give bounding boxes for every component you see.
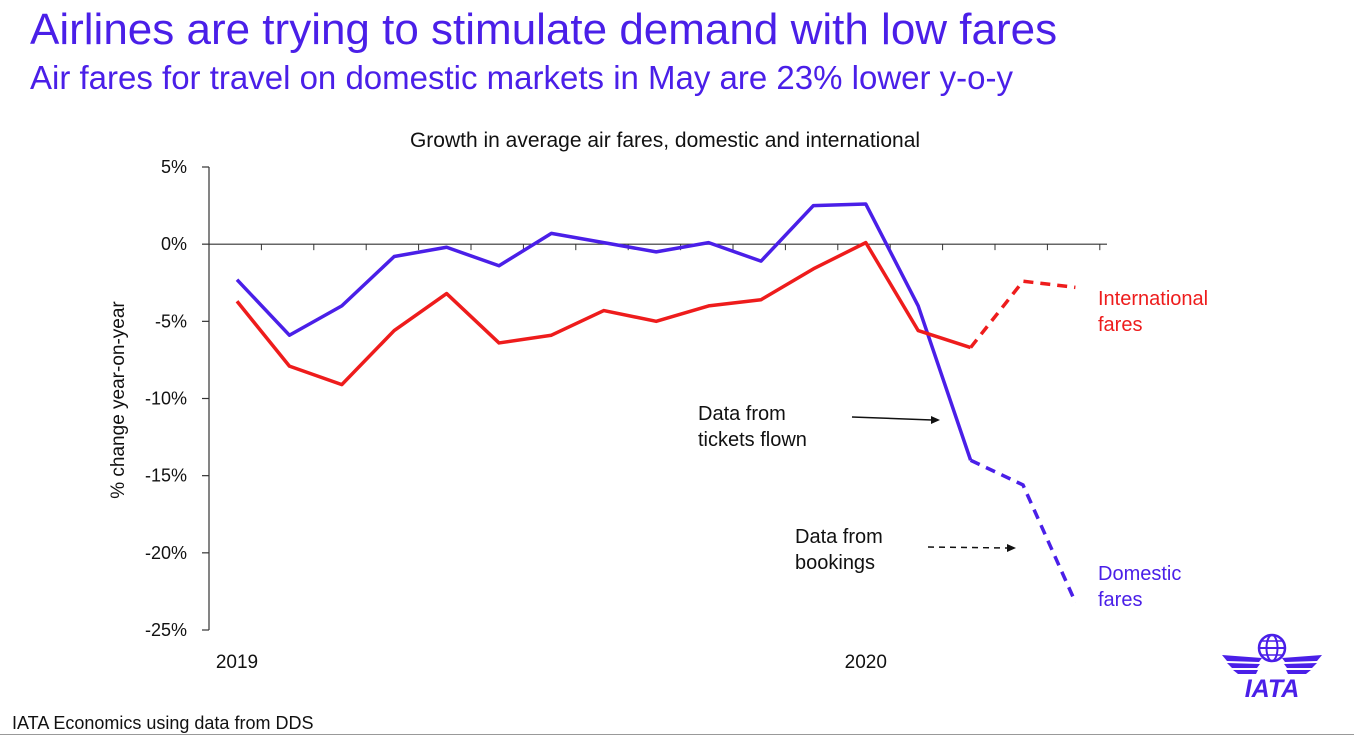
y-tick-label: -20% (145, 543, 187, 563)
bottom-divider (0, 734, 1354, 735)
y-axis-label: % change year-on-year (108, 301, 129, 499)
series-label: International fares (1098, 288, 1208, 336)
y-tick-label: 5% (161, 157, 187, 177)
iata-logo-text: IATA (1245, 675, 1300, 703)
x-tick-label: 2020 (845, 652, 887, 673)
annotation-arrow (851, 416, 933, 421)
slide-subtitle: Air fares for travel on domestic markets… (30, 59, 1013, 96)
wings-icon (1222, 655, 1322, 674)
annotation-arrowhead (931, 416, 940, 424)
x-tick-label: 2019 (216, 652, 258, 673)
series-label: Domestic fares (1098, 563, 1181, 611)
y-tick-label: 0% (161, 234, 187, 254)
labels-layer: Domestic fares International fares Data from… (698, 288, 1208, 611)
series-layer (235, 202, 1077, 603)
series-line-international-bookings (969, 279, 1076, 349)
y-tick-label: -25% (145, 620, 187, 640)
annotation-arrowhead (1007, 544, 1016, 552)
series-line-domestic (235, 202, 973, 461)
axes: 5% 0% -5% -10% -15% -20% -25% 2019 2020 (145, 157, 1107, 673)
source-note: IATA Economics using data from DDS (12, 713, 314, 733)
series-line-international (235, 240, 972, 387)
annotation-text: Data from bookings (795, 526, 883, 574)
y-tick-label: -15% (145, 466, 187, 486)
chart-title: Growth in average air fares, domestic an… (410, 129, 920, 152)
iata-logo: IATA (1222, 633, 1322, 703)
slide-title: Airlines are trying to stimulate demand … (30, 5, 1058, 54)
annotation-arrow (927, 546, 1009, 549)
annotation-text: Data from tickets flown (698, 403, 807, 451)
series-line-domestic-bookings (969, 458, 1077, 603)
globe-icon (1257, 633, 1287, 663)
y-tick-label: -10% (145, 389, 187, 409)
y-tick-label: -5% (155, 311, 187, 331)
